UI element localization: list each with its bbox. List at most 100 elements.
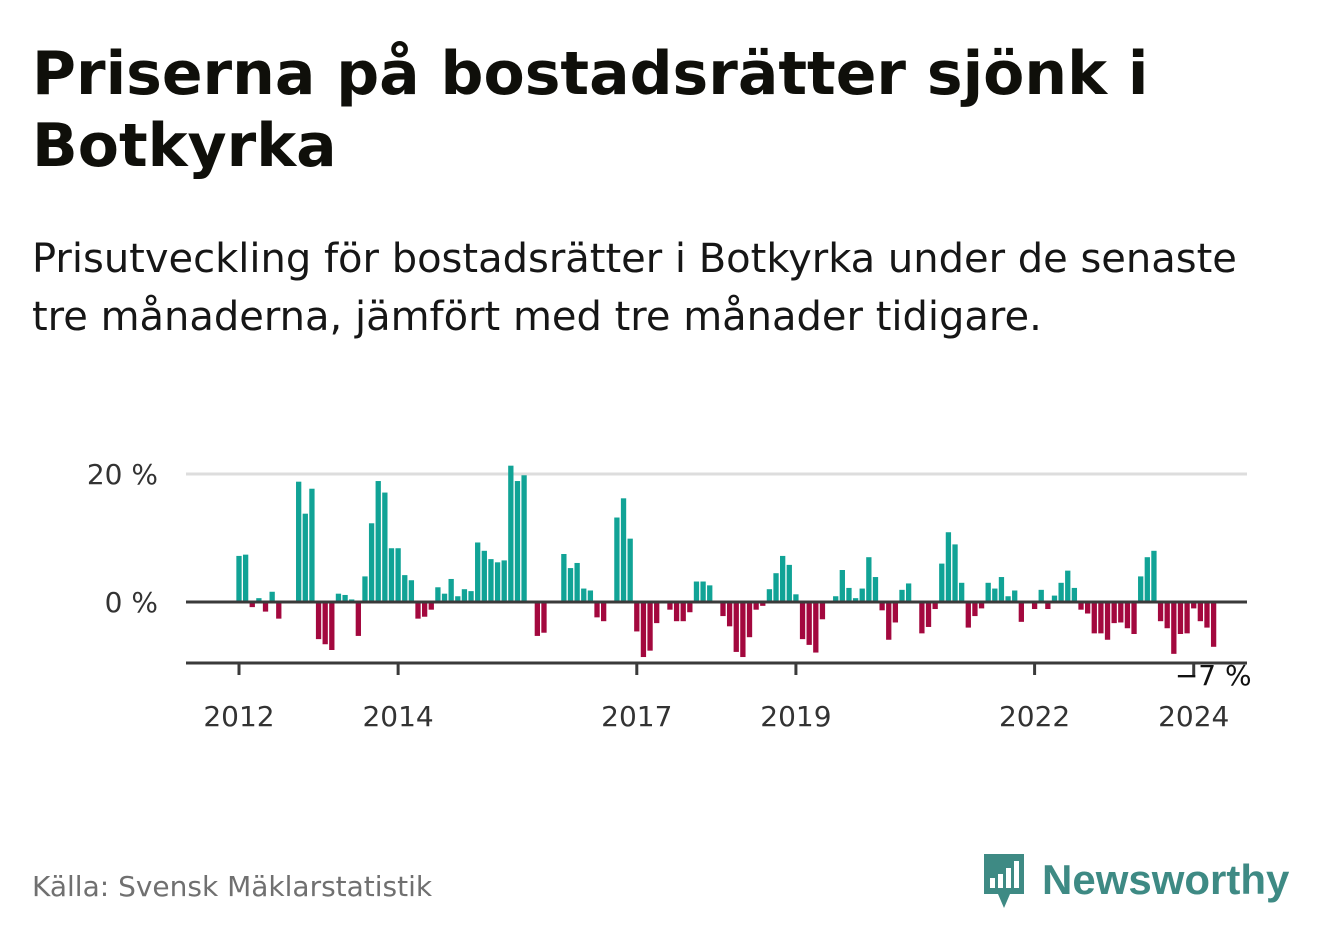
bar <box>1104 602 1111 640</box>
bar <box>1058 582 1064 602</box>
x-tick-label: 2022 <box>999 700 1070 733</box>
bar <box>521 475 527 602</box>
bar <box>1138 576 1144 602</box>
bar <box>269 591 275 602</box>
bar <box>329 602 335 650</box>
bar <box>315 602 322 640</box>
x-tick-label: 2017 <box>601 700 672 733</box>
bar <box>388 548 395 602</box>
bar <box>1045 602 1051 610</box>
bar <box>488 559 494 602</box>
bar <box>468 591 474 602</box>
bar <box>746 602 753 638</box>
bars <box>236 465 1217 658</box>
bar <box>1177 602 1184 634</box>
y-tick-label: 0 % <box>105 586 158 619</box>
bar <box>720 602 726 617</box>
bar <box>680 602 686 622</box>
newsworthy-logo: Newsworthy <box>980 848 1289 912</box>
bar <box>1065 570 1071 602</box>
bar <box>1111 602 1117 624</box>
bar <box>786 564 792 602</box>
bar <box>514 481 521 602</box>
bar <box>561 554 567 602</box>
bar-chart-logo-icon <box>984 854 1024 908</box>
bar <box>475 542 481 602</box>
bar <box>534 602 540 636</box>
bar <box>673 602 680 622</box>
bar <box>335 593 342 602</box>
bar <box>620 498 627 602</box>
bar <box>813 602 819 653</box>
bar <box>839 570 845 602</box>
bar <box>415 602 421 619</box>
chart-title: Priserna på bostadsrätter sjönk i Botkyr… <box>32 39 1149 181</box>
bar <box>249 602 255 608</box>
chart-subtitle: Prisutveckling för bostadsrätter i Botky… <box>32 236 1237 340</box>
x-tick-label: 2014 <box>362 700 433 733</box>
bar <box>567 568 574 602</box>
bar <box>1157 602 1164 622</box>
bar <box>601 602 607 622</box>
bar <box>614 517 620 602</box>
bar <box>654 602 660 624</box>
bar <box>992 588 998 602</box>
bar <box>1071 587 1078 602</box>
bar <box>481 550 487 602</box>
bar <box>587 590 594 602</box>
bar <box>833 596 839 602</box>
bar <box>581 588 587 602</box>
bar <box>899 589 905 602</box>
bar <box>1164 602 1170 629</box>
bar <box>872 577 879 602</box>
bar <box>461 589 468 602</box>
bar <box>892 602 899 623</box>
bar <box>402 575 408 602</box>
bar <box>799 602 806 640</box>
bar <box>925 602 932 627</box>
bar <box>819 602 826 620</box>
bar <box>408 580 415 602</box>
bar <box>667 602 673 610</box>
bar <box>302 513 308 602</box>
bar <box>780 555 786 602</box>
bar <box>1078 602 1084 610</box>
bar <box>441 593 448 602</box>
bar <box>1144 557 1150 602</box>
bar <box>945 532 952 602</box>
bar <box>448 578 454 602</box>
bar <box>574 562 580 602</box>
bar <box>634 602 640 632</box>
bar <box>1051 595 1058 602</box>
bar <box>1018 602 1024 622</box>
bar <box>879 602 885 611</box>
bar <box>793 594 799 602</box>
x-tick-label: 2012 <box>203 700 274 733</box>
bar <box>852 598 859 602</box>
bar <box>700 581 706 602</box>
bar <box>998 577 1005 602</box>
bar <box>707 585 713 602</box>
bar <box>1131 602 1137 634</box>
bar <box>1031 602 1038 610</box>
bar <box>309 488 315 602</box>
bar <box>640 602 647 658</box>
bar <box>382 492 388 602</box>
bar <box>846 587 852 602</box>
bar <box>594 602 600 618</box>
x-tick-label: 2019 <box>760 700 831 733</box>
bar <box>1151 550 1157 602</box>
bar <box>859 588 865 602</box>
bar <box>978 602 985 609</box>
bar <box>435 587 441 602</box>
bar <box>1197 602 1203 622</box>
bar <box>375 481 381 602</box>
bar <box>773 573 779 602</box>
bar <box>806 602 812 645</box>
bar <box>627 538 633 602</box>
bar <box>905 583 912 602</box>
bar <box>1012 590 1018 602</box>
bar <box>368 523 375 602</box>
bar <box>1118 602 1124 623</box>
bar <box>1098 602 1104 634</box>
